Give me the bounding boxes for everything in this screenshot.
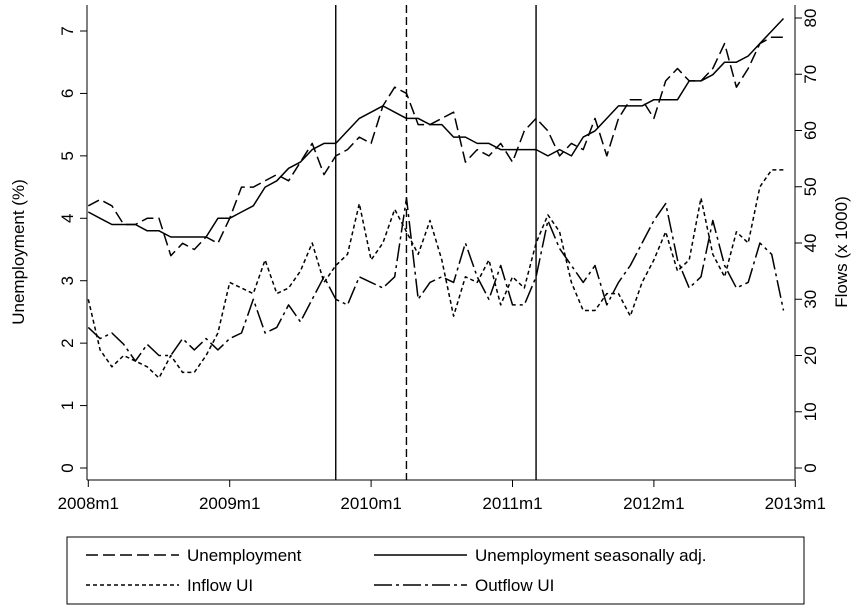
plot-frame (86, 5, 796, 481)
x-tick-label: 2012m1 (623, 494, 684, 513)
series-lines (87, 17, 785, 379)
series-line-unemployment-seasonally-adj (87, 17, 785, 238)
series-line-unemployment (87, 36, 784, 257)
right-y-axis: 0 10 20 30 40 50 60 70 80 (795, 9, 820, 473)
left-y-tick-label: 6 (58, 89, 77, 98)
right-y-tick-label: 40 (801, 234, 820, 253)
reference-lines (335, 5, 537, 480)
right-y-tick-label: 80 (801, 9, 820, 28)
right-y-tick-label: 70 (801, 65, 820, 84)
right-y-tick-label: 10 (801, 402, 820, 421)
right-y-tick-label: 0 (801, 463, 820, 472)
left-y-tick-label: 7 (58, 26, 77, 35)
legend-label: Outflow UI (475, 576, 554, 595)
x-tick-label: 2013m1 (765, 494, 826, 513)
left-y-tick-label: 4 (58, 214, 77, 223)
x-tick-label: 2011m1 (482, 494, 542, 513)
left-y-axis-title: Unemployment (%) (9, 179, 28, 325)
series-line-inflow-ui (87, 169, 784, 379)
x-tick-label: 2010m1 (340, 494, 401, 513)
right-y-tick-label: 50 (801, 177, 820, 196)
left-y-tick-label: 5 (58, 151, 77, 160)
legend-label: Inflow UI (187, 576, 253, 595)
series-line-outflow-ui (87, 197, 785, 362)
right-y-tick-label: 20 (801, 346, 820, 365)
left-y-axis: 0 1 2 3 4 5 6 7 (58, 26, 87, 473)
left-y-tick-label: 3 (58, 276, 77, 285)
right-y-axis-title: Flows (x 1000) (832, 196, 851, 307)
right-y-tick-label: 60 (801, 121, 820, 140)
right-y-tick-label: 30 (801, 290, 820, 309)
left-y-tick-label: 1 (58, 401, 77, 410)
legend-label: Unemployment seasonally adj. (475, 546, 707, 565)
legend-label: Unemployment (187, 546, 302, 565)
x-tick-label: 2009m1 (199, 494, 260, 513)
legend: Unemployment Unemployment seasonally adj.… (66, 536, 805, 605)
left-y-tick-label: 0 (58, 463, 77, 472)
left-y-tick-label: 2 (58, 338, 77, 347)
x-axis: 2008m1 2009m1 2010m1 2011m1 2012m1 2013m1 (58, 480, 826, 513)
legend-box (66, 536, 805, 605)
x-tick-label: 2008m1 (58, 494, 119, 513)
